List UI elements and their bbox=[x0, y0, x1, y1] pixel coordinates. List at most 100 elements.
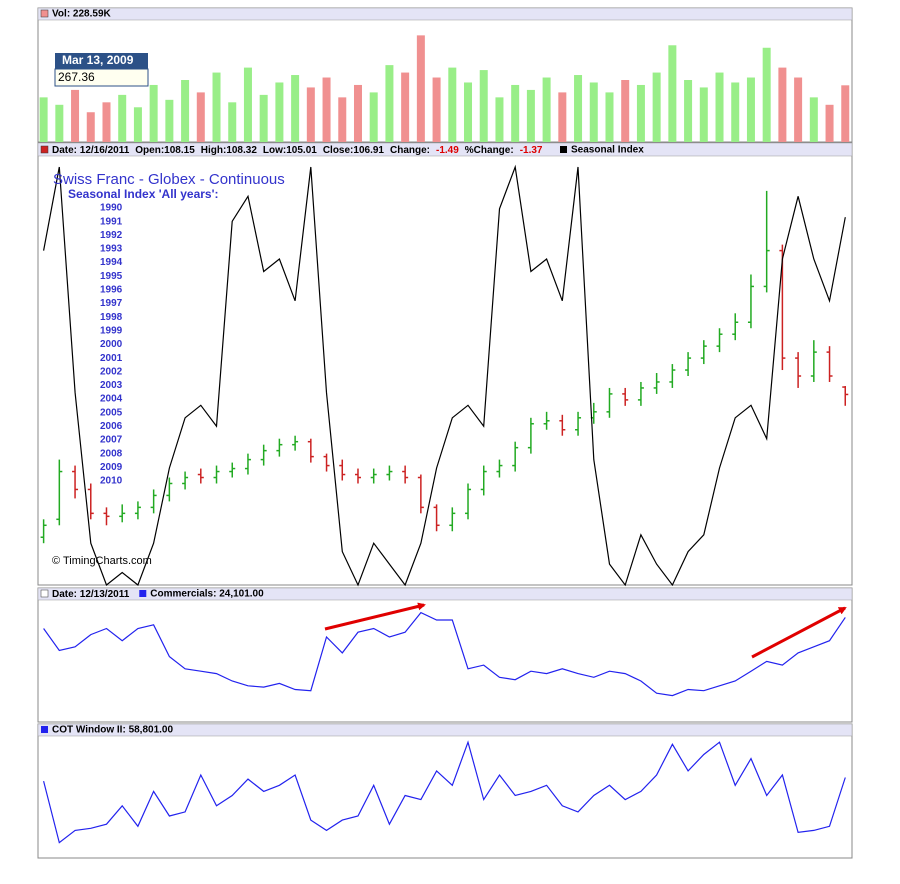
year-label: 2009 bbox=[100, 462, 123, 473]
volume-bar bbox=[542, 77, 551, 142]
header-item: Low:105.01 bbox=[263, 145, 317, 156]
header-square bbox=[40, 9, 49, 18]
volume-bar bbox=[385, 65, 394, 142]
volume-bar bbox=[668, 45, 677, 142]
volume-bar bbox=[338, 97, 347, 142]
volume-bar bbox=[479, 70, 488, 142]
volume-bar bbox=[306, 87, 315, 142]
header-item: Change: bbox=[390, 145, 430, 156]
tooltip-body bbox=[54, 68, 149, 87]
legend-square bbox=[139, 590, 147, 597]
year-label: 1992 bbox=[100, 230, 123, 241]
volume-bar bbox=[181, 80, 190, 142]
volume-bar bbox=[762, 47, 771, 143]
volume-bar bbox=[448, 67, 457, 142]
volume-bar bbox=[322, 77, 331, 142]
year-label: 1995 bbox=[100, 271, 123, 282]
volume-bar bbox=[511, 84, 520, 142]
year-label: 1994 bbox=[100, 257, 123, 268]
header-item: -1.37 bbox=[520, 145, 543, 156]
year-label: 1997 bbox=[100, 298, 123, 309]
header-item: Date: 12/16/2011 bbox=[52, 145, 130, 156]
copyright: © TimingCharts.com bbox=[52, 555, 152, 567]
volume-bar bbox=[699, 87, 708, 142]
header-text: Vol: 228.59K bbox=[52, 9, 112, 20]
legend-label: COT Window II: 58,801.00 bbox=[52, 725, 173, 736]
year-label: 1993 bbox=[100, 244, 123, 255]
volume-bar bbox=[243, 67, 252, 142]
year-label: 2007 bbox=[100, 435, 123, 446]
volume-bar bbox=[809, 97, 818, 142]
volume-bar bbox=[291, 75, 300, 142]
volume-bar bbox=[165, 99, 174, 142]
volume-bar bbox=[746, 77, 755, 142]
volume-bar bbox=[715, 72, 724, 142]
volume-bar bbox=[118, 94, 127, 142]
volume-bar bbox=[55, 104, 64, 142]
cot-panel bbox=[37, 723, 853, 859]
year-label: 1991 bbox=[100, 216, 123, 227]
volume-bar bbox=[841, 85, 850, 142]
volume-bar bbox=[416, 35, 425, 142]
volume-bar bbox=[652, 72, 661, 142]
header-item: %Change: bbox=[465, 145, 514, 156]
volume-panel bbox=[37, 7, 853, 143]
volume-bar bbox=[369, 92, 378, 142]
tooltip-date: Mar 13, 2009 bbox=[62, 53, 134, 67]
volume-bar bbox=[574, 75, 583, 142]
volume-bar bbox=[825, 104, 834, 142]
price-header-bar bbox=[37, 142, 853, 157]
volume-bar bbox=[401, 72, 410, 142]
price-panel bbox=[37, 142, 853, 586]
legend-square bbox=[41, 726, 48, 733]
tooltip-header bbox=[55, 53, 148, 69]
cot-header-bar bbox=[37, 723, 853, 737]
year-label: 2003 bbox=[100, 380, 123, 391]
series-line bbox=[43, 611, 846, 697]
header-text: Date: 12/16/2011 Open:108.15 High:108.32 Lo… bbox=[52, 145, 543, 156]
series-line bbox=[43, 164, 846, 587]
volume-bar bbox=[526, 89, 535, 142]
volume-bar bbox=[605, 92, 614, 142]
volume-bar bbox=[684, 80, 693, 142]
header-item: Open:108.15 bbox=[135, 145, 195, 156]
series-line bbox=[43, 740, 846, 844]
volume-bar bbox=[794, 77, 803, 142]
volume-bar bbox=[636, 84, 645, 142]
volume-bar bbox=[228, 102, 237, 142]
header-item: Close:106.91 bbox=[323, 145, 385, 156]
year-label: 2004 bbox=[100, 394, 123, 405]
volume-header-bar bbox=[37, 7, 853, 21]
trend-arrow bbox=[324, 602, 426, 631]
volume-bar bbox=[731, 82, 740, 142]
tooltip-value: 267.36 bbox=[58, 70, 95, 84]
legend-square bbox=[560, 146, 567, 153]
volume-bar bbox=[353, 84, 362, 142]
volume-bar bbox=[71, 89, 80, 142]
volume-bar bbox=[102, 102, 111, 142]
chart-subtitle: Seasonal Index 'All years': bbox=[68, 187, 218, 201]
year-label: 2005 bbox=[100, 407, 123, 418]
year-label: 2002 bbox=[100, 366, 123, 377]
volume-bar bbox=[275, 82, 284, 142]
year-label: 1996 bbox=[100, 285, 123, 296]
volume-bar bbox=[778, 67, 787, 142]
header-item: Date: 12/13/2011 bbox=[52, 589, 130, 600]
volume-bar bbox=[589, 82, 598, 142]
year-label: 2010 bbox=[100, 476, 123, 487]
year-label: 2008 bbox=[100, 448, 123, 459]
volume-bar bbox=[39, 97, 48, 142]
volume-bar bbox=[259, 94, 268, 142]
volume-bar bbox=[149, 84, 158, 142]
commercials-panel bbox=[37, 587, 853, 723]
header-item: High:108.32 bbox=[201, 145, 258, 156]
legend-label: Seasonal Index bbox=[571, 145, 644, 156]
label-layer: Vol: 228.59K 1990 1991 1992 1993 1994 1995 1996… bbox=[40, 9, 644, 736]
volume-bar bbox=[432, 77, 441, 142]
mark-layer bbox=[39, 35, 850, 844]
volume-bar bbox=[558, 92, 567, 142]
volume-bar bbox=[196, 92, 205, 142]
volume-bar bbox=[212, 72, 221, 142]
trend-arrow bbox=[751, 606, 847, 659]
